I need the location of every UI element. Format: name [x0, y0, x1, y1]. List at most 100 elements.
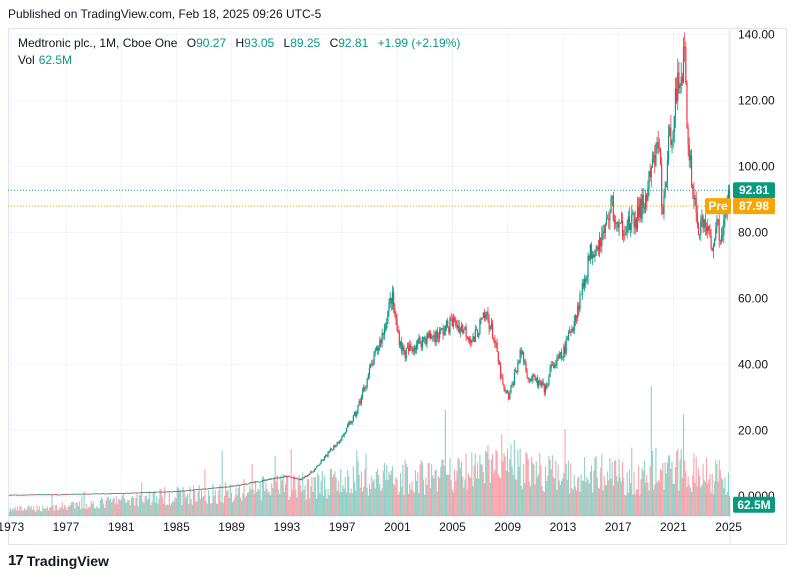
volume-bar: [77, 506, 79, 516]
candle-body: [372, 363, 374, 365]
candle-body: [444, 325, 446, 332]
volume-bar: [395, 477, 397, 516]
volume-bar: [646, 474, 648, 516]
volume-bar: [663, 489, 665, 516]
candle-body: [508, 393, 510, 399]
volume-bar: [249, 485, 251, 516]
candle-body: [177, 490, 180, 492]
candle-body: [265, 479, 267, 481]
candle-body: [678, 72, 680, 88]
volume-bar: [221, 450, 223, 516]
candle-body: [35, 494, 37, 496]
candle-body: [217, 487, 219, 489]
tradingview-logo[interactable]: 17 TradingView: [8, 552, 109, 569]
candle-body: [481, 318, 483, 319]
volume-bar: [604, 484, 606, 516]
volume-bar: [618, 459, 620, 516]
volume-bar: [405, 464, 407, 516]
volume-bar: [82, 508, 84, 516]
volume-bar: [620, 481, 622, 516]
volume-bar: [248, 492, 250, 516]
candle-body: [457, 325, 459, 328]
volume-bar: [234, 496, 236, 516]
candle-body: [577, 305, 579, 319]
candle-body: [403, 346, 405, 353]
volume-bar: [61, 502, 63, 516]
volume-bar: [59, 507, 61, 516]
candle-body: [62, 493, 65, 495]
volume-bar: [650, 386, 652, 516]
volume-bar: [53, 510, 55, 516]
volume-bar: [403, 495, 405, 516]
candle-body: [96, 493, 98, 495]
volume-bar: [471, 452, 473, 516]
volume-bar: [503, 453, 505, 516]
y-tick-label: 60.00: [738, 291, 768, 305]
candle-body: [547, 385, 549, 387]
candle-body: [31, 494, 33, 496]
volume-bar: [427, 463, 429, 516]
candle-body: [106, 493, 108, 495]
volume-legend[interactable]: Vol 62.5M: [18, 53, 72, 67]
candle-body: [549, 367, 551, 377]
volume-bar: [432, 475, 434, 516]
candle-body: [649, 171, 651, 177]
candle-body: [563, 346, 565, 357]
candle-body: [688, 144, 690, 161]
volume-bar: [258, 490, 260, 516]
candle-body: [129, 492, 131, 494]
volume-bar: [472, 486, 474, 516]
volume-bar: [44, 508, 46, 516]
candle-body: [220, 487, 222, 488]
volume-bar: [138, 495, 140, 516]
volume-bar: [199, 498, 201, 516]
candle-body: [104, 493, 106, 495]
candle-body: [555, 363, 557, 366]
candle-body: [230, 486, 233, 487]
volume-bar: [574, 486, 576, 516]
volume-bar: [462, 477, 464, 516]
volume-bar: [20, 506, 22, 516]
volume-bar: [142, 501, 144, 516]
volume-bar: [317, 472, 319, 516]
volume-bar: [8, 511, 10, 516]
volume-bar: [203, 495, 205, 516]
candle-body: [388, 301, 390, 312]
candle-body: [467, 336, 469, 340]
volume-bar: [104, 508, 106, 516]
ohlc-legend[interactable]: Medtronic plc., 1M, Cboe One O90.27 H93.…: [18, 36, 460, 50]
candle-body: [118, 493, 120, 494]
candle-body: [597, 246, 599, 251]
volume-bar: [676, 451, 678, 516]
volume-bar: [375, 471, 377, 516]
candle-body: [20, 494, 22, 496]
volume-bar: [337, 480, 339, 516]
volume-bar: [227, 489, 229, 516]
volume-bar: [529, 486, 532, 516]
volume-bar: [161, 497, 163, 516]
volume-bar: [694, 482, 696, 516]
candle-body: [166, 491, 168, 493]
candle-body: [263, 480, 265, 481]
candle-body: [391, 291, 394, 304]
volume-bar: [640, 479, 642, 516]
candle-body: [417, 339, 419, 345]
volume-bar: [613, 460, 616, 516]
volume-bar: [347, 469, 349, 516]
volume-bar: [728, 495, 731, 516]
volume-bar: [525, 451, 527, 516]
volume-bar: [617, 481, 619, 516]
volume-bar: [79, 501, 81, 516]
volume-bar: [204, 469, 206, 516]
volume-bar: [718, 459, 720, 516]
volume-bar: [217, 503, 219, 516]
volume-bar: [669, 455, 671, 516]
volume-bar: [349, 492, 351, 516]
candle-body: [539, 380, 541, 383]
candle-body: [271, 478, 273, 480]
candle-body: [221, 487, 223, 488]
volume-bar: [695, 456, 697, 516]
candle-body: [143, 492, 145, 493]
candle-body: [192, 489, 195, 491]
